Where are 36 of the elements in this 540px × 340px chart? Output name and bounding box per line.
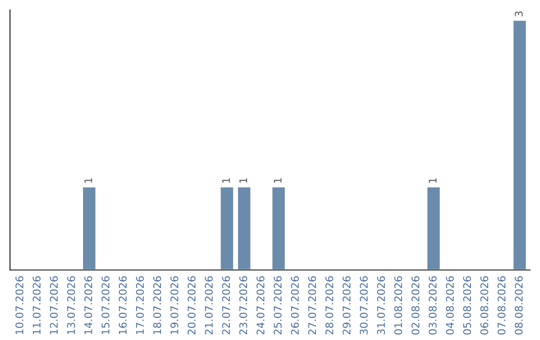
x-tick-label: 28.07.2026 [325, 276, 334, 334]
x-tick-label: 05.08.2026 [463, 276, 472, 335]
x-tick-label: 03.08.2026 [428, 276, 437, 335]
x-tick-label: 30.07.2026 [360, 276, 368, 334]
x-tick-label: 07.08.2026 [498, 276, 506, 335]
data-label: 3 [514, 11, 523, 16]
x-tick-label: 12.07.2026 [50, 276, 58, 334]
x-tick-label: 14.07.2026 [84, 276, 92, 334]
x-tick-label: 25.07.2026 [274, 276, 282, 334]
x-tick-label: 22.07.2026 [222, 276, 230, 334]
x-tick-label: 10.07.2026 [15, 276, 24, 334]
x-tick-label: 15.07.2026 [102, 276, 110, 334]
x-tick-label: 20.07.2026 [188, 276, 196, 334]
x-tick-label: 31.07.2026 [377, 276, 385, 334]
x-tick-label: 06.08.2026 [480, 276, 488, 335]
x-tick-label: 17.07.2026 [136, 276, 144, 334]
x-tick-label: 29.07.2026 [342, 276, 351, 334]
x-tick-label: 24.07.2026 [256, 276, 264, 334]
data-label: 1 [84, 178, 92, 183]
x-tick-label: 08.08.2026 [514, 276, 523, 335]
x-tick-label: 27.07.2026 [308, 276, 316, 334]
data-label: 1 [239, 178, 248, 183]
x-tick-label: 26.07.2026 [290, 276, 299, 334]
data-label: 1 [428, 178, 436, 183]
x-tick-label: 19.07.2026 [170, 276, 178, 334]
x-tick-label: 18.07.2026 [153, 276, 162, 334]
x-tick-label: 13.07.2026 [67, 276, 76, 334]
x-tick-label: 02.08.2026 [412, 276, 420, 335]
x-tick-label: 04.08.2026 [446, 276, 454, 335]
data-label: 1 [222, 178, 230, 183]
x-tick-label: 11.07.2026 [32, 276, 41, 334]
x-tick-label: 23.07.2026 [239, 276, 248, 334]
x-tick-label: 01.08.2026 [394, 276, 402, 335]
x-tick-label: 21.07.2026 [204, 276, 213, 334]
data-label: 1 [274, 178, 282, 183]
x-tick-label: 16.07.2026 [118, 276, 127, 334]
